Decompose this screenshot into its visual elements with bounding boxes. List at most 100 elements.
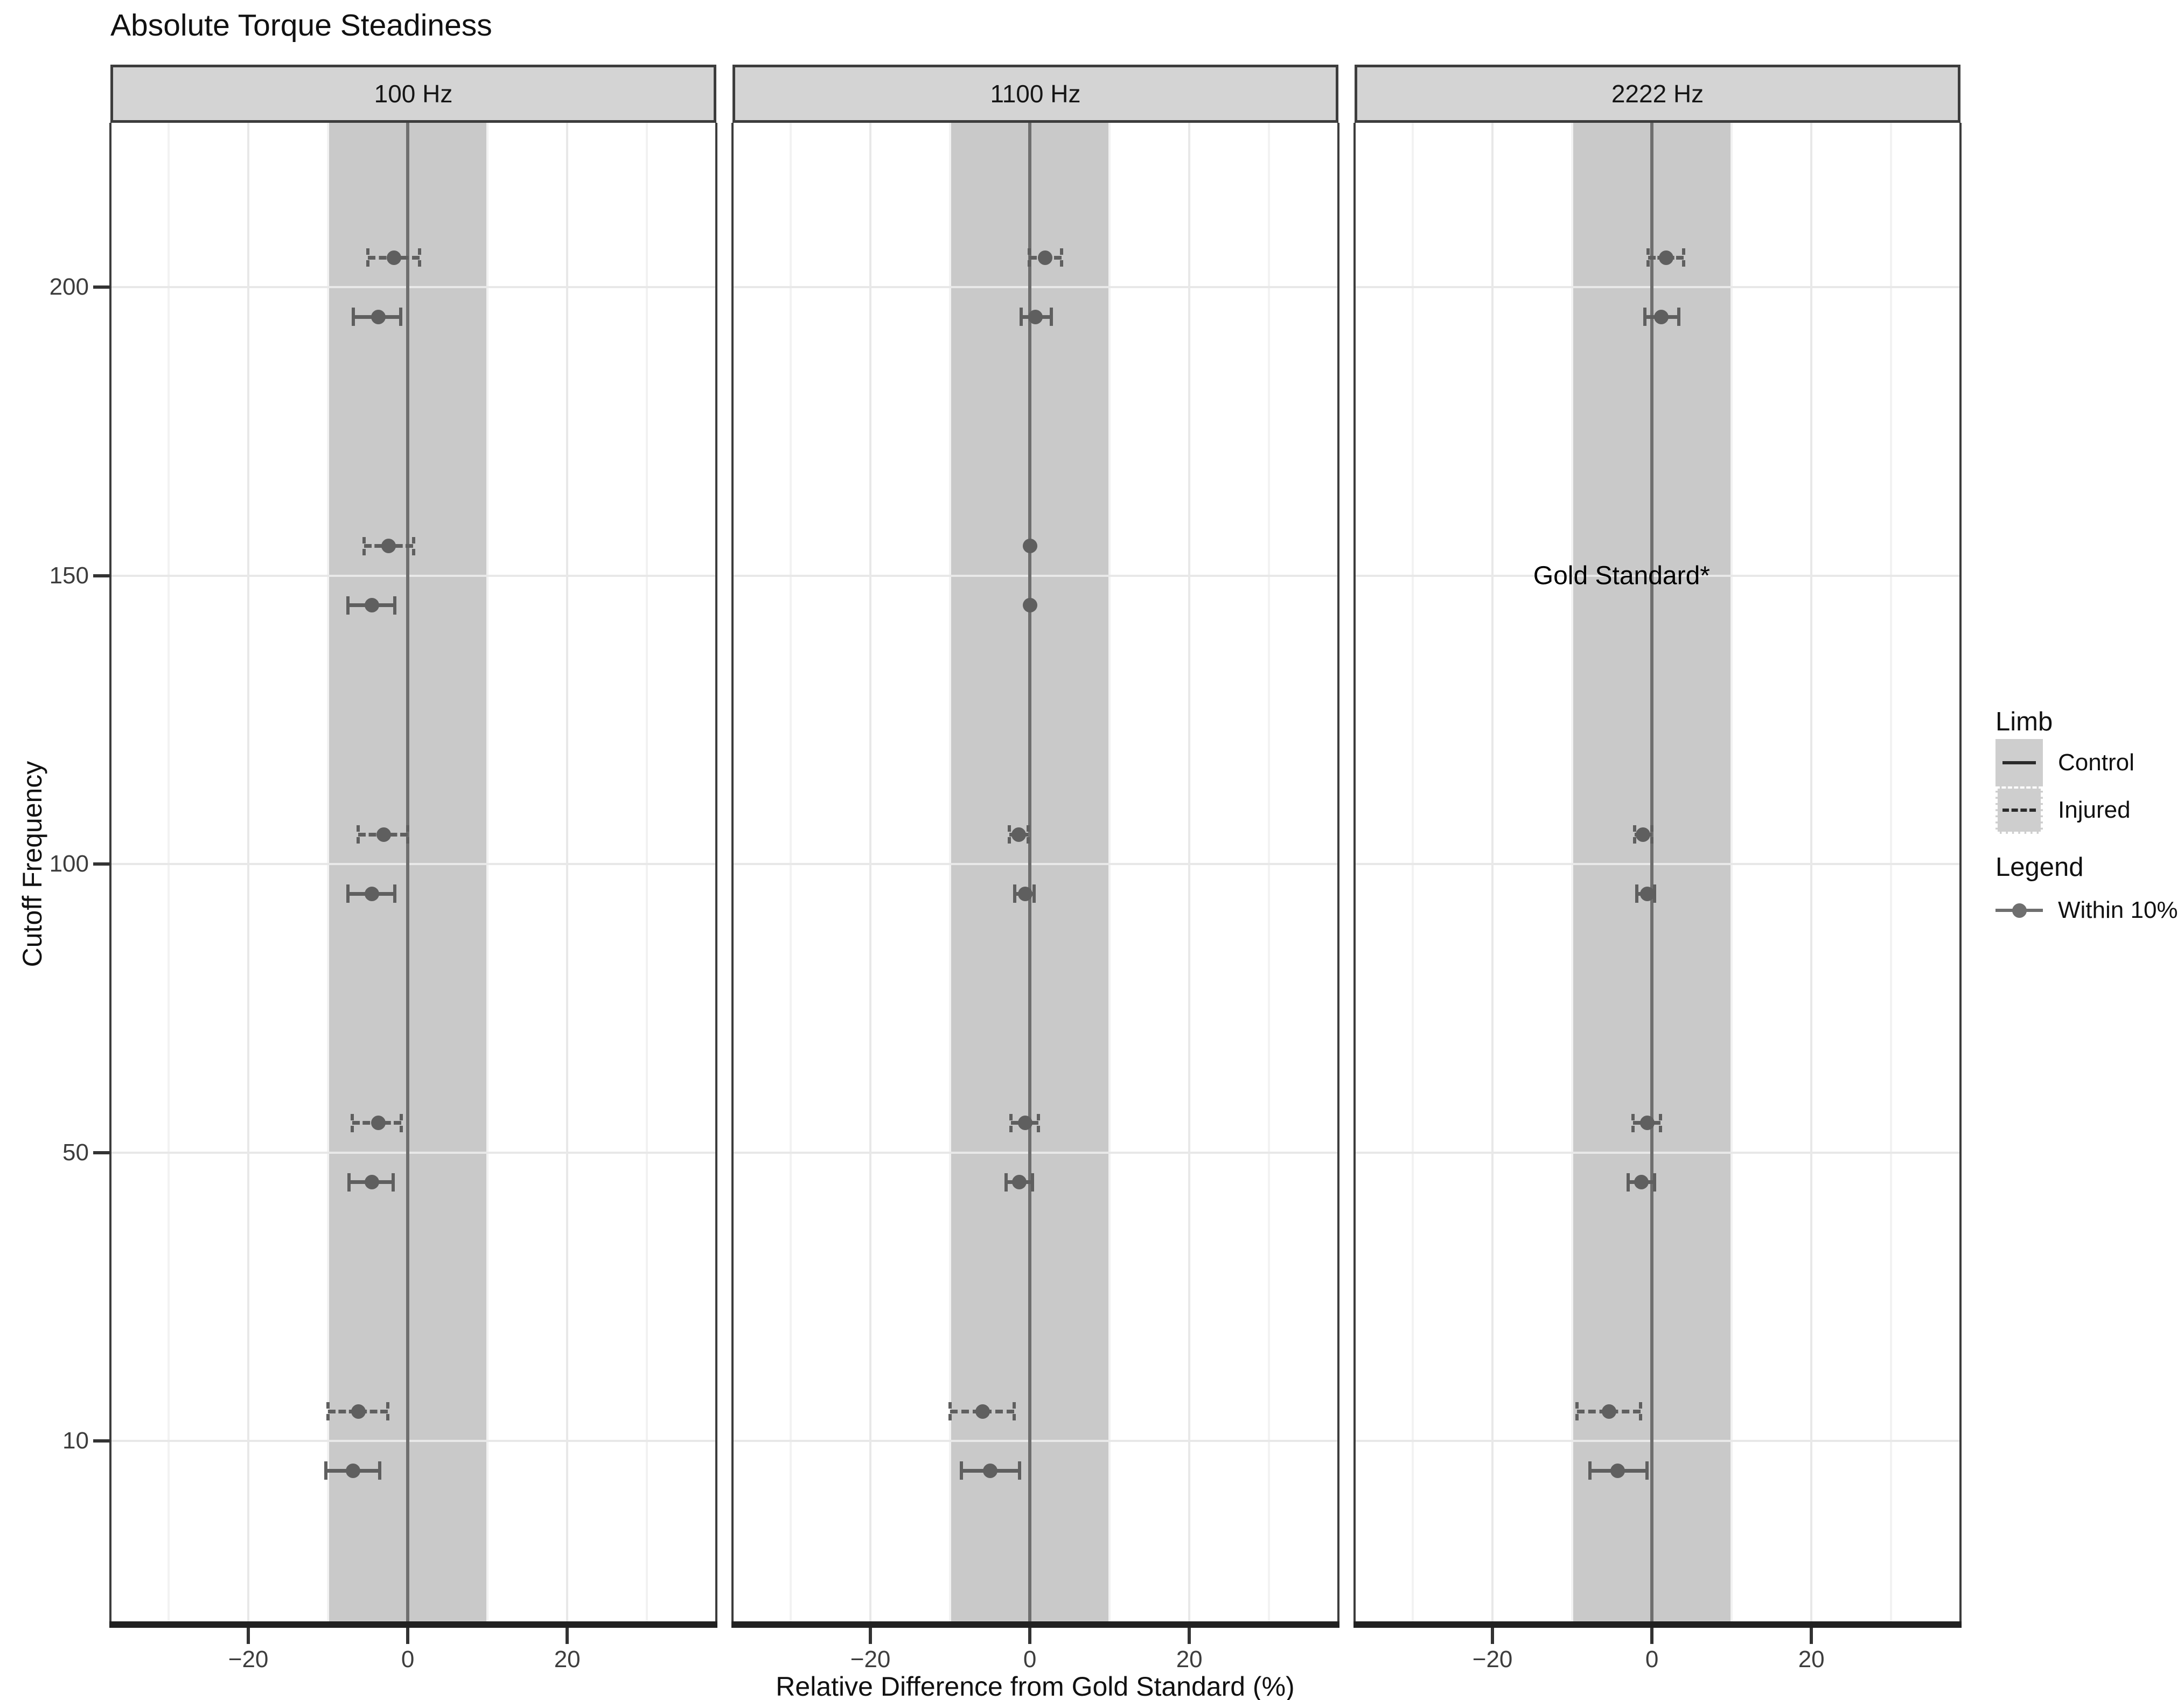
x-tick-label: −20 xyxy=(228,1646,269,1673)
x-tick-label: 0 xyxy=(1023,1646,1037,1673)
gridline-vertical-minor xyxy=(1731,123,1733,1621)
data-point-control xyxy=(365,886,380,901)
legend-key-point-icon xyxy=(1995,887,2043,934)
gridline-vertical-minor xyxy=(1108,123,1111,1621)
panel-border-right xyxy=(715,123,717,1628)
error-bar-cap xyxy=(1027,825,1030,844)
error-bar-cap xyxy=(352,308,355,326)
x-axis-tick xyxy=(1491,1628,1495,1644)
error-bar-cap xyxy=(393,596,397,615)
x-tick-label: 20 xyxy=(1798,1646,1825,1673)
panel-border-left xyxy=(731,123,734,1628)
error-bar-cap xyxy=(1632,825,1636,844)
data-point-injured xyxy=(1639,1116,1655,1130)
error-bar-cap xyxy=(1004,1173,1008,1192)
gold-standard-annotation: Gold Standard* xyxy=(1533,561,1710,590)
x-tick-label: 0 xyxy=(1645,1646,1659,1673)
y-axis-tick xyxy=(93,1439,110,1443)
error-bar-cap xyxy=(959,1461,963,1480)
data-point-control xyxy=(1017,886,1032,901)
gridline-vertical-minor xyxy=(486,123,489,1621)
x-axis-title: Relative Difference from Gold Standard (… xyxy=(776,1671,1295,1700)
error-bar-cap xyxy=(1631,1113,1635,1132)
error-bar-cap xyxy=(1037,1113,1041,1132)
data-point-control xyxy=(982,1463,997,1478)
error-bar-cap xyxy=(1030,1173,1034,1192)
gridline-horizontal xyxy=(732,1440,1338,1442)
gridline-vertical-minor xyxy=(790,123,792,1621)
data-point-injured xyxy=(1037,250,1052,265)
error-bar-cap xyxy=(1013,884,1016,903)
x-tick-label: 20 xyxy=(1176,1646,1203,1673)
gridline-horizontal xyxy=(732,286,1338,288)
x-axis-tick xyxy=(1188,1628,1191,1644)
data-point-control xyxy=(1654,309,1669,324)
x-axis-line xyxy=(731,1621,1339,1628)
y-axis-tick xyxy=(93,285,110,289)
gridline-vertical-major xyxy=(1188,123,1191,1621)
chart-title: Absolute Torque Steadiness xyxy=(110,8,492,43)
facet-strip: 2222 Hz xyxy=(1355,65,1960,123)
error-bar-cap xyxy=(357,825,360,844)
gridline-vertical-minor xyxy=(1412,123,1414,1621)
gridline-horizontal xyxy=(110,286,716,288)
panel-border-right xyxy=(1959,123,1962,1628)
error-bar-cap xyxy=(1060,248,1064,267)
gridline-horizontal xyxy=(110,574,716,577)
gridline-vertical-minor xyxy=(1268,123,1271,1621)
gridline-vertical-minor xyxy=(327,123,330,1621)
panel-border-left xyxy=(1353,123,1356,1628)
y-axis-tick xyxy=(93,862,110,866)
data-point-injured xyxy=(387,250,402,265)
error-bar-cap xyxy=(393,884,397,903)
gridline-horizontal xyxy=(1355,863,1960,865)
legend-item-within-10: Within 10% xyxy=(1995,887,2178,934)
error-bar-cap xyxy=(324,1461,327,1480)
x-axis-tick xyxy=(566,1628,569,1644)
y-axis-title: Cutoff Frequency xyxy=(17,761,47,967)
data-point-injured xyxy=(351,1404,366,1419)
data-point-control xyxy=(365,1175,380,1189)
gridline-horizontal xyxy=(1355,1151,1960,1154)
x-tick-label: −20 xyxy=(850,1646,891,1673)
y-axis-tick xyxy=(93,574,110,577)
error-bar-cap xyxy=(1588,1461,1592,1480)
gridline-vertical-minor xyxy=(168,123,170,1621)
x-axis-tick xyxy=(247,1628,250,1644)
facet-strip: 100 Hz xyxy=(110,65,716,123)
gridline-horizontal xyxy=(1355,574,1960,577)
data-point-control xyxy=(1012,1175,1027,1189)
data-point-injured xyxy=(1011,827,1026,842)
x-tick-label: 20 xyxy=(554,1646,581,1673)
gridline-vertical-major xyxy=(247,123,250,1621)
error-bar-cap xyxy=(1626,1173,1630,1192)
error-bar-cap xyxy=(366,248,370,267)
gridline-vertical-minor xyxy=(1890,123,1893,1621)
error-bar-cap xyxy=(350,1113,354,1132)
panel-border-left xyxy=(109,123,111,1628)
error-bar-cap xyxy=(399,308,402,326)
x-tick-label: −20 xyxy=(1472,1646,1513,1673)
data-point-control xyxy=(1028,309,1043,324)
y-tick-label: 50 xyxy=(62,1139,89,1166)
gridline-vertical-major xyxy=(566,123,569,1621)
x-axis-tick xyxy=(1028,1628,1032,1644)
gridline-horizontal xyxy=(110,863,716,865)
zero-reference-line xyxy=(1650,123,1654,1621)
gridline-horizontal xyxy=(110,1151,716,1154)
data-point-injured xyxy=(371,1116,386,1130)
x-axis-tick xyxy=(406,1628,410,1644)
data-point-injured xyxy=(975,1404,990,1419)
legend-item-injured: Injured xyxy=(1995,786,2131,834)
gridline-horizontal xyxy=(110,1440,716,1442)
error-bar-cap xyxy=(418,248,422,267)
y-axis-tick xyxy=(93,1151,110,1154)
error-bar-cap xyxy=(347,1173,351,1192)
data-point-injured xyxy=(381,539,396,553)
error-bar-cap xyxy=(326,1402,330,1420)
error-bar-cap xyxy=(400,1113,403,1132)
error-bar-cap xyxy=(1677,308,1681,326)
y-tick-label: 150 xyxy=(49,562,89,589)
x-axis-line xyxy=(109,1621,717,1628)
legend-key-injured-dashed-line-icon xyxy=(1995,786,2043,834)
